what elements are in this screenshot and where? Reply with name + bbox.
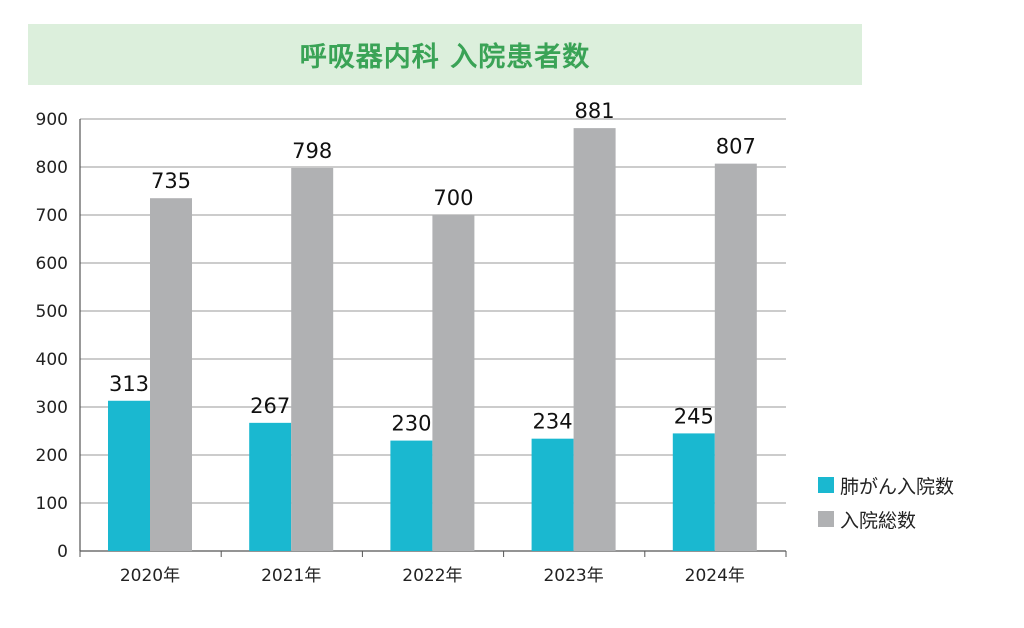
- data-label: 230: [391, 412, 431, 436]
- legend-label-lung-cancer: 肺がん入院数: [840, 475, 955, 498]
- data-label: 313: [109, 372, 149, 396]
- y-tick-label: 400: [36, 350, 68, 370]
- bar: [150, 198, 192, 551]
- bar: [714, 163, 757, 551]
- y-tick-label: 700: [36, 206, 68, 226]
- bar: [390, 440, 433, 551]
- data-label: 700: [433, 186, 473, 210]
- y-tick-label: 900: [36, 110, 68, 130]
- legend-swatch-lung-cancer: [818, 477, 834, 493]
- data-label: 245: [674, 404, 714, 428]
- data-label: 267: [250, 394, 290, 418]
- y-tick-label: 200: [36, 446, 68, 466]
- x-category-label: 2021年: [261, 566, 321, 586]
- bar: [531, 438, 574, 551]
- legend-item-total: 入院総数: [818, 504, 1018, 534]
- y-tick-label: 500: [36, 302, 68, 322]
- legend-item-lung-cancer: 肺がん入院数: [818, 470, 1018, 500]
- x-category-label: 2024年: [685, 566, 745, 586]
- y-tick-label: 100: [36, 494, 68, 514]
- x-category-label: 2020年: [120, 566, 180, 586]
- y-tick-label: 800: [36, 158, 68, 178]
- bar: [672, 433, 715, 551]
- chart-legend: 肺がん入院数 入院総数: [818, 470, 1018, 538]
- x-category-label: 2023年: [543, 566, 603, 586]
- y-tick-label: 300: [36, 398, 68, 418]
- legend-label-total: 入院総数: [840, 509, 917, 532]
- bar: [291, 167, 334, 551]
- y-tick-label: 0: [57, 542, 68, 562]
- y-tick-label: 600: [36, 254, 68, 274]
- bar: [432, 215, 475, 551]
- data-label: 234: [533, 410, 573, 434]
- data-label: 807: [716, 135, 756, 159]
- data-label: 881: [575, 99, 615, 123]
- data-label: 798: [292, 139, 332, 163]
- bar: [249, 422, 292, 551]
- legend-swatch-total: [818, 511, 834, 527]
- x-category-label: 2022年: [402, 566, 462, 586]
- data-label: 735: [151, 169, 191, 193]
- bar: [108, 400, 150, 551]
- chart-title-band: 呼吸器内科 入院患者数: [28, 24, 862, 85]
- chart-title: 呼吸器内科 入院患者数: [299, 42, 591, 73]
- bar: [573, 128, 616, 551]
